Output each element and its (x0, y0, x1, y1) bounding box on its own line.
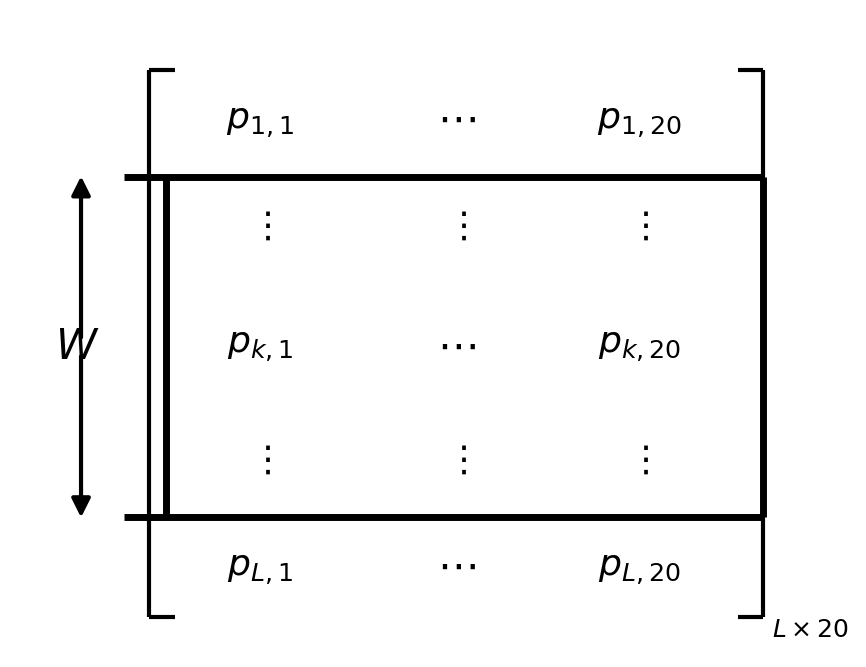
Text: $p_{1,20}$: $p_{1,20}$ (598, 107, 682, 140)
Text: $\vdots$: $\vdots$ (249, 444, 271, 477)
Text: $p_{k,20}$: $p_{k,20}$ (598, 330, 682, 364)
Text: $p_{1,1}$: $p_{1,1}$ (226, 107, 294, 140)
Text: $\vdots$: $\vdots$ (249, 210, 271, 243)
Text: $\cdots$: $\cdots$ (437, 546, 475, 588)
Text: $\vdots$: $\vdots$ (445, 444, 468, 477)
Text: $\vdots$: $\vdots$ (627, 210, 649, 243)
Text: $\vdots$: $\vdots$ (627, 444, 649, 477)
Text: $W$: $W$ (55, 326, 99, 368)
Text: $\vdots$: $\vdots$ (445, 210, 468, 243)
Text: $p_{L,1}$: $p_{L,1}$ (227, 554, 293, 587)
Text: $p_{L,20}$: $p_{L,20}$ (598, 554, 681, 587)
Text: $\cdots$: $\cdots$ (437, 326, 475, 368)
Text: $\cdots$: $\cdots$ (437, 99, 475, 141)
Text: $L\times20$: $L\times20$ (772, 619, 849, 642)
Text: $p_{k,1}$: $p_{k,1}$ (227, 330, 294, 364)
